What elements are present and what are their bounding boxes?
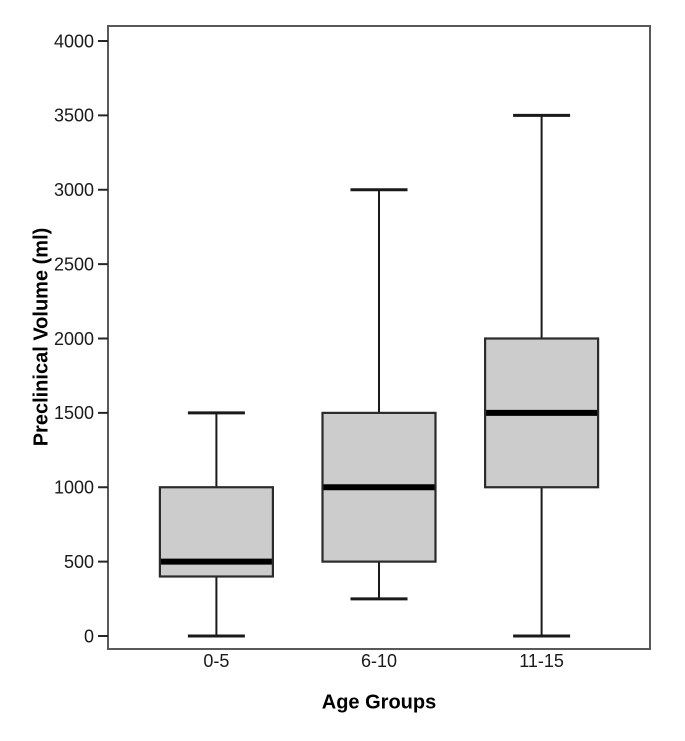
boxplot-box — [484, 113, 600, 638]
y-axis-tick-label: 3500 — [54, 106, 94, 126]
y-axis-tick-label: 1500 — [54, 403, 94, 423]
y-axis-tick-label: 500 — [64, 552, 94, 572]
median-line — [160, 558, 272, 565]
y-axis-tick-label: 3000 — [54, 180, 94, 200]
y-axis-tick-label: 2000 — [54, 329, 94, 349]
x-axis-tick-label: 6-10 — [361, 651, 397, 671]
y-axis-tick-label: 0 — [84, 626, 94, 646]
median-line — [486, 409, 598, 416]
x-axis-title: Age Groups — [321, 691, 437, 714]
boxplot-box — [321, 188, 437, 601]
y-axis-tick-label: 1000 — [54, 478, 94, 498]
y-axis-title: Preclinical Volume (ml) — [30, 227, 53, 447]
y-axis-tick-label: 2500 — [54, 254, 94, 274]
x-axis-tick-label: 11-15 — [519, 651, 564, 671]
x-axis-tick-label: 0-5 — [203, 651, 229, 671]
y-axis-tick-label: 4000 — [54, 31, 94, 51]
boxplot-box — [158, 411, 274, 638]
median-line — [323, 484, 435, 491]
